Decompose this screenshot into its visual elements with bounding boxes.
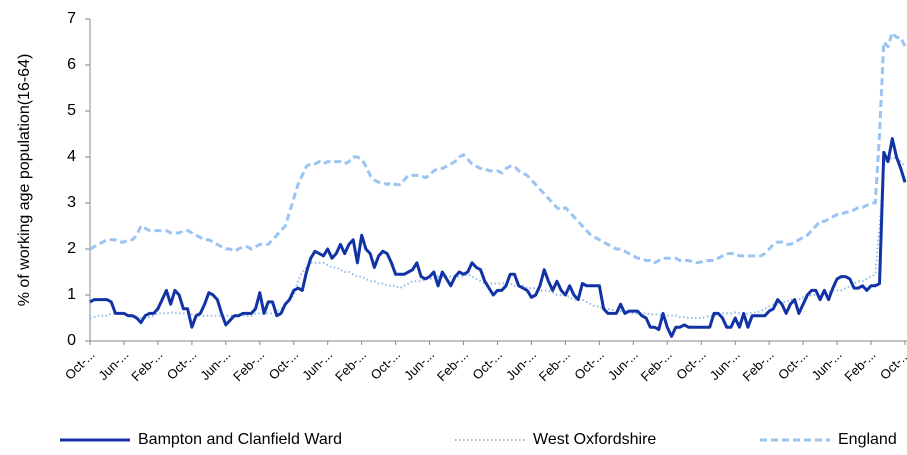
x-tick-label: Feb-...	[434, 347, 471, 384]
x-tick-label: Feb-...	[638, 347, 675, 384]
y-tick-label: 7	[67, 10, 76, 27]
x-tick-label: Feb-...	[128, 347, 165, 384]
legend-label: Bampton and Clanfield Ward	[138, 431, 342, 448]
series-line	[89, 156, 906, 319]
x-tick-label: Feb-...	[740, 347, 777, 384]
x-tick-label: Oct-...	[368, 347, 404, 383]
legend-label: West Oxfordshire	[533, 431, 656, 448]
x-tick-label: Feb-...	[332, 347, 369, 384]
x-tick-label: Feb-...	[230, 347, 267, 384]
x-tick-label: Oct-...	[266, 347, 302, 383]
y-tick-label: 4	[67, 148, 76, 165]
x-tick-label: Oct-...	[62, 347, 98, 383]
y-tick-label: 1	[67, 286, 76, 303]
y-tick-label: 0	[67, 332, 76, 349]
x-tick-label: Oct-...	[164, 347, 200, 383]
series-line	[89, 31, 907, 265]
x-tick-label: Jun-...	[401, 347, 437, 383]
x-tick-label: Jun-...	[95, 347, 131, 383]
x-tick-label: Jun-...	[503, 347, 539, 383]
y-tick-label: 3	[67, 194, 76, 211]
y-tick-label: 2	[67, 240, 76, 257]
x-tick-label: Feb-...	[536, 347, 573, 384]
x-tick-label: Jun-...	[197, 347, 233, 383]
x-tick-label: Jun-...	[299, 347, 335, 383]
legend-label: England	[838, 431, 897, 448]
y-tick-label: 5	[67, 102, 76, 119]
x-tick-label: Jun-...	[808, 347, 844, 383]
x-tick-label: Jun-...	[605, 347, 641, 383]
x-tick-label: Oct-...	[877, 347, 907, 383]
x-tick-label: Oct-...	[775, 347, 811, 383]
x-tick-label: Oct-...	[571, 347, 607, 383]
y-axis-label: % of working age population(16-64)	[16, 54, 33, 307]
x-tick-label: Feb-...	[841, 347, 878, 384]
x-tick-label: Oct-...	[673, 347, 709, 383]
x-tick-label: Jun-...	[707, 347, 743, 383]
series-line	[89, 137, 907, 338]
x-tick-label: Oct-...	[469, 347, 505, 383]
y-tick-label: 6	[67, 56, 76, 73]
